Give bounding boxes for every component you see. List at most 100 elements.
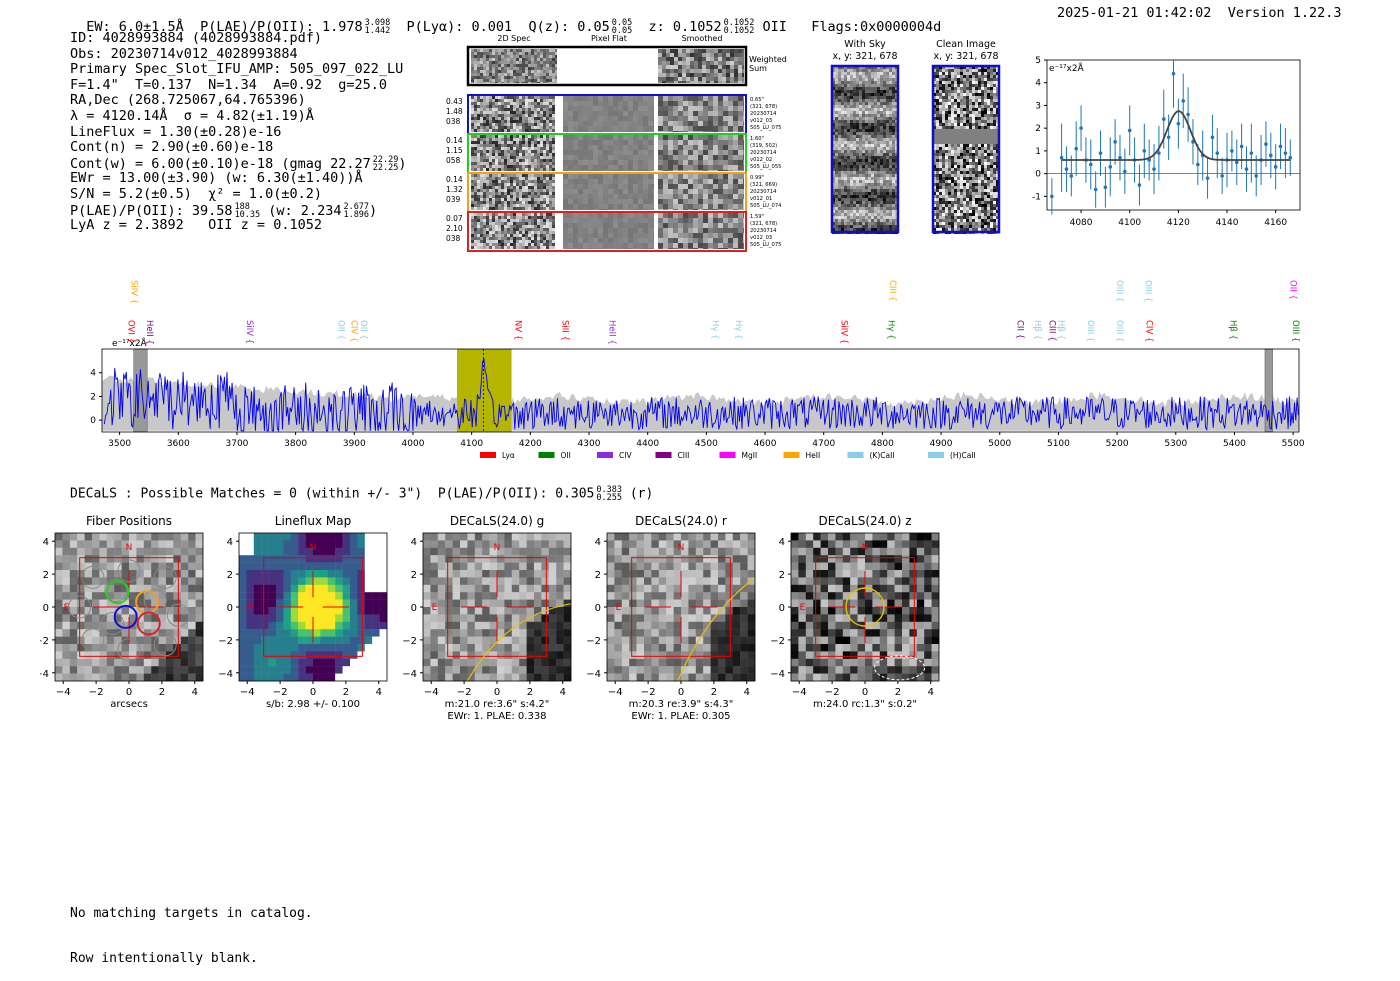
clean-pixel [960,129,963,132]
noise-pixel [686,69,690,73]
sky-pixel [865,114,868,117]
sky-pixel [886,120,889,123]
noise-pixel [694,69,698,73]
noise-pixel [501,52,504,55]
noise-pixel [471,111,474,114]
noise-pixel [678,96,683,101]
clean-pixel [993,102,996,105]
sky-pixel [862,105,865,108]
clean-pixel [981,141,984,144]
clean-pixel [966,99,969,102]
sky-pixel [880,84,883,87]
noise-pixel [683,199,688,204]
noise-pixel [507,165,510,168]
noise-pixel [510,162,513,165]
cutout-right-label: 1.59" [750,214,764,220]
sky-pixel [877,117,880,120]
noise-pixel [662,81,666,83]
sky-pixel [868,228,871,231]
noise-pixel [537,135,540,138]
noise-pixel [498,64,501,67]
noise-pixel [658,160,663,165]
clean-pixel [966,141,969,144]
noise-pixel [483,156,486,159]
noise-pixel [495,174,498,177]
noise-pixel [510,67,513,70]
noise-pixel [519,114,522,117]
noise-pixel [528,243,531,246]
noise-pixel [477,174,480,177]
noise-pixel [718,135,723,140]
sky-pixel [832,189,835,192]
sky-pixel [877,219,880,222]
sky-pixel [895,171,898,174]
sky-pixel [865,129,868,132]
noise-pixel [510,58,513,61]
noise-pixel [477,64,480,67]
noise-pixel [723,170,728,171]
noise-pixel [522,129,525,132]
sky-pixel [835,222,838,225]
noise-pixel [698,238,703,243]
noise-pixel [513,52,516,55]
noise-pixel [613,165,618,170]
clean-pixel [966,132,969,135]
sky-pixel [844,174,847,177]
noise-pixel [537,183,540,186]
clean-pixel [981,123,984,126]
clean-pixel [960,72,963,75]
sky-pixel [892,135,895,138]
noise-pixel [543,105,546,108]
noise-pixel [628,209,633,210]
clean-pixel [963,78,966,81]
noise-pixel [498,150,501,153]
noise-pixel [546,237,549,240]
noise-pixel [477,246,480,249]
noise-pixel [528,102,531,105]
sky-pixel [895,99,898,102]
sky-pixel [886,117,889,120]
noise-pixel [471,49,474,52]
noise-pixel [504,228,507,231]
sky-pixel [859,132,862,135]
noise-pixel [568,233,573,238]
noise-pixel [662,77,666,81]
noise-pixel [598,170,603,171]
noise-pixel [708,135,713,140]
noise-pixel [477,82,480,83]
noise-pixel [718,174,723,179]
noise-pixel [549,55,552,58]
noise-pixel [608,155,613,160]
noise-pixel [525,58,528,61]
noise-pixel [534,213,537,216]
sky-pixel [841,204,844,207]
sky-pixel [865,111,868,114]
clean-pixel [981,93,984,96]
noise-pixel [483,207,486,210]
noise-pixel [573,233,578,238]
sky-pixel [832,153,835,156]
sky-pixel [889,66,892,69]
sky-pixel [877,186,880,189]
noise-pixel [706,57,710,61]
clean-pixel [936,90,939,93]
sky-pixel [847,93,850,96]
noise-pixel [486,61,489,64]
noise-pixel [608,160,613,165]
noise-pixel [543,49,546,52]
noise-pixel [555,79,557,82]
noise-pixel [693,238,698,243]
clean-pixel [948,117,951,120]
noise-pixel [480,135,483,138]
noise-pixel [507,58,510,61]
noise-pixel [540,165,543,168]
info-lineflux: LineFlux = 1.30(±0.28)e-16 [70,123,282,140]
clean-pixel [975,69,978,72]
clean-pixel [972,81,975,84]
noise-pixel [543,108,546,111]
noise-pixel [703,170,708,171]
noise-pixel [728,223,733,228]
sky-pixel [832,93,835,96]
noise-pixel [516,174,519,177]
sky-pixel [838,207,841,210]
